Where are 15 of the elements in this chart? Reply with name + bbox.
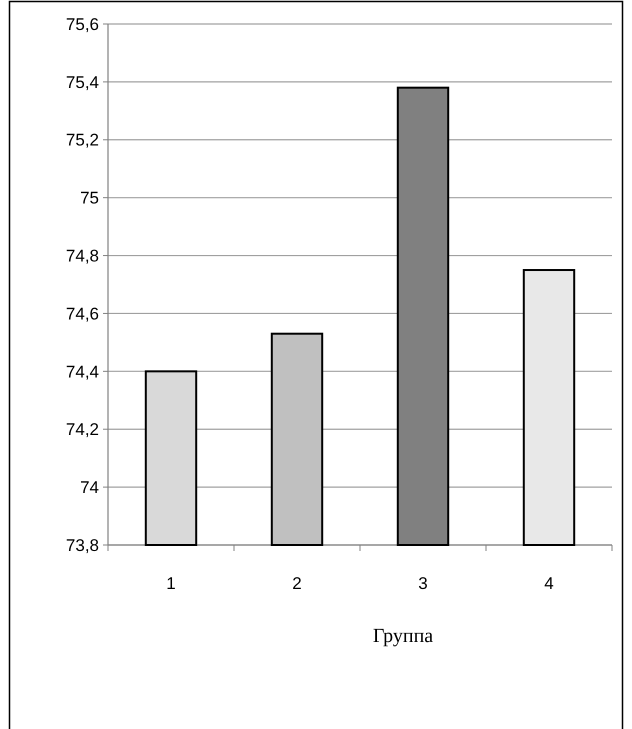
x-tick-label: 2 xyxy=(292,574,302,593)
y-tick-label: 74,6 xyxy=(66,304,99,324)
x-tick-label: 1 xyxy=(166,574,176,593)
y-tick-label: 73,8 xyxy=(66,536,99,555)
y-tick-label: 75 xyxy=(80,188,99,208)
y-tick-label: 75,4 xyxy=(66,72,99,92)
x-tick-label: 4 xyxy=(544,574,554,593)
x-tick-label: 3 xyxy=(418,574,428,593)
y-tick-label: 74,2 xyxy=(66,420,99,440)
y-tick-label: 74 xyxy=(80,478,99,498)
y-tick-label: 75,6 xyxy=(66,14,99,34)
y-tick-label: 74,8 xyxy=(66,246,99,266)
y-tick-label: 74,4 xyxy=(66,362,99,382)
y-tick-label: 75,2 xyxy=(66,130,99,150)
x-axis-title: Группа xyxy=(372,625,434,647)
